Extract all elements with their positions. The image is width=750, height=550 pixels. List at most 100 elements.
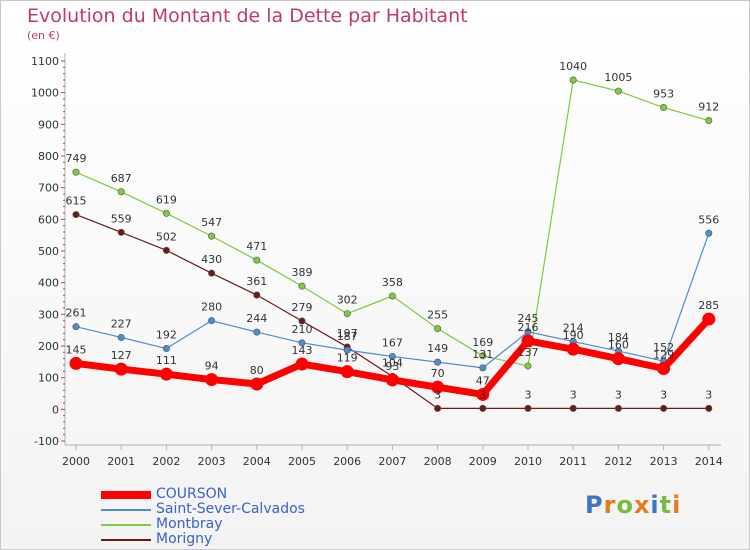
data-point xyxy=(298,317,306,325)
x-tick-label: 2009 xyxy=(469,455,497,468)
data-label: 389 xyxy=(292,266,313,279)
data-label: 430 xyxy=(201,253,222,266)
data-point xyxy=(298,339,306,347)
data-label: 953 xyxy=(653,88,674,101)
data-label: 227 xyxy=(111,317,132,330)
data-label: 210 xyxy=(292,323,313,336)
data-label: 169 xyxy=(472,336,493,349)
data-label: 285 xyxy=(698,299,719,312)
data-label: 137 xyxy=(518,346,539,359)
data-point xyxy=(614,87,622,95)
data-point xyxy=(253,328,261,336)
y-tick-label: 0 xyxy=(52,403,59,416)
data-point xyxy=(208,317,216,325)
data-point xyxy=(524,362,532,370)
x-tick-label: 2006 xyxy=(333,455,361,468)
data-label: 216 xyxy=(518,321,539,334)
x-tick-label: 2014 xyxy=(695,455,723,468)
data-label: 119 xyxy=(337,352,358,365)
data-point xyxy=(569,76,577,84)
data-label: 912 xyxy=(698,101,719,114)
x-tick-label: 2001 xyxy=(107,455,135,468)
y-tick-label: 1000 xyxy=(31,87,59,100)
data-label: 471 xyxy=(246,240,267,253)
data-point xyxy=(657,361,671,375)
data-label: 3 xyxy=(615,388,622,401)
data-point xyxy=(162,246,170,254)
data-label: 111 xyxy=(156,354,177,367)
data-label: 3 xyxy=(525,388,532,401)
data-point xyxy=(343,310,351,318)
data-label: 279 xyxy=(292,301,313,314)
data-point xyxy=(72,168,80,176)
data-label: 47 xyxy=(476,374,490,387)
data-label: 127 xyxy=(111,349,132,362)
data-label: 244 xyxy=(246,312,267,325)
proxiti-logo: Proxiti xyxy=(585,491,681,519)
data-point xyxy=(114,362,128,376)
data-label: 184 xyxy=(608,331,629,344)
data-point xyxy=(388,352,396,360)
data-point xyxy=(205,373,219,387)
data-label: 149 xyxy=(427,342,448,355)
data-point xyxy=(117,228,125,236)
data-label: 143 xyxy=(292,344,313,357)
data-point xyxy=(521,334,535,348)
legend-label: Morigny xyxy=(156,531,213,547)
x-tick-label: 2010 xyxy=(514,455,542,468)
data-point xyxy=(702,312,716,326)
data-point xyxy=(208,232,216,240)
y-tick-label: 900 xyxy=(38,118,59,131)
logo-letter: r xyxy=(603,491,617,519)
data-point xyxy=(162,209,170,217)
data-label: 145 xyxy=(66,343,87,356)
data-label: 187 xyxy=(337,330,358,343)
y-tick-label: 300 xyxy=(38,308,59,321)
data-label: 361 xyxy=(246,275,267,288)
series-line-2 xyxy=(75,79,710,367)
data-label: 129 xyxy=(653,348,674,361)
data-label: 190 xyxy=(563,329,584,342)
data-point xyxy=(705,117,713,125)
data-label: 559 xyxy=(111,212,132,225)
x-tick-label: 2004 xyxy=(243,455,271,468)
logo-letter: i xyxy=(672,491,682,519)
data-point xyxy=(159,367,173,381)
data-label: 1005 xyxy=(604,71,632,84)
data-label: 93 xyxy=(385,360,399,373)
data-point xyxy=(434,358,442,366)
legend-label: COURSON xyxy=(156,486,228,502)
data-point xyxy=(479,352,487,360)
x-tick-label: 2005 xyxy=(288,455,316,468)
data-label: 131 xyxy=(472,348,493,361)
data-point xyxy=(298,282,306,290)
logo-letter: P xyxy=(585,491,604,519)
data-point xyxy=(208,269,216,277)
data-point xyxy=(72,211,80,219)
data-label: 687 xyxy=(111,172,132,185)
data-point xyxy=(479,364,487,372)
data-label: 3 xyxy=(479,388,486,401)
data-point xyxy=(611,352,625,366)
data-label: 104 xyxy=(382,356,403,369)
data-label: 152 xyxy=(653,341,674,354)
data-labels: 145 127 111 94 80 143 119 93 70 47 216 190 160 129 285… xyxy=(66,60,720,401)
x-tick-label: 2003 xyxy=(198,455,226,468)
data-label: 358 xyxy=(382,276,403,289)
data-point xyxy=(69,356,83,370)
data-label: 160 xyxy=(608,339,629,352)
data-label: 70 xyxy=(431,367,445,380)
data-point xyxy=(705,404,713,412)
legend-label: Saint-Sever-Calvados xyxy=(156,501,305,517)
data-point xyxy=(117,188,125,196)
legend-swatch xyxy=(101,539,151,541)
data-label: 3 xyxy=(660,388,667,401)
data-point xyxy=(660,404,668,412)
data-label: 3 xyxy=(434,388,441,401)
data-label: 619 xyxy=(156,193,177,206)
data-label: 749 xyxy=(66,152,87,165)
logo-letter: i xyxy=(650,491,660,519)
logo-letter: x xyxy=(633,491,651,519)
data-point xyxy=(660,104,668,112)
